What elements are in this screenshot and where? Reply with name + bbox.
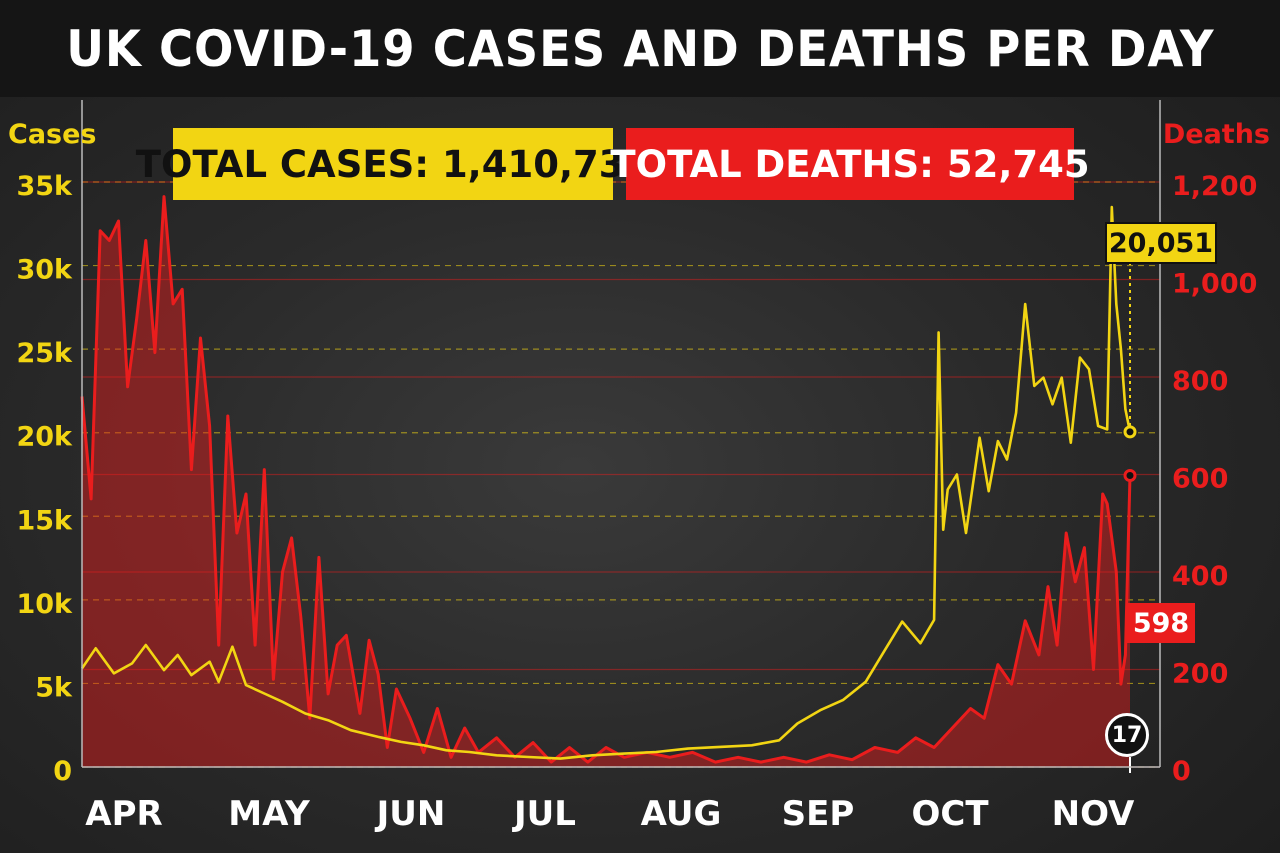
title-bar: UK COVID-19 CASES AND DEATHS PER DAY [0,0,1280,97]
y-right-axis-title: Deaths [1163,119,1270,150]
y-right-tick-label: 200 [1172,659,1228,690]
x-tick-label: NOV [1052,794,1135,834]
total-deaths-badge: TOTAL DEATHS: 52,745 [610,128,1090,200]
chart-title: UK COVID-19 CASES AND DEATHS PER DAY [65,19,1215,78]
y-right-tick-label: 800 [1172,366,1228,397]
x-tick-label: JUN [375,794,446,834]
x-tick-label: AUG [641,794,722,834]
latest-cases-marker [1123,425,1137,439]
deaths-area [82,196,1130,768]
y-left-axis-title: Cases [8,119,97,150]
x-tick-label: MAY [228,794,310,834]
y-right-tick-label: 0 [1172,756,1191,787]
y-left-tick-label: 5k [35,672,73,703]
y-left-tick-label: 25k [16,338,73,369]
footnote-badge: 17 [1105,713,1149,757]
cases-series [80,205,1137,760]
y-right-tick-label: 600 [1172,464,1228,495]
x-tick-label: APR [85,794,162,834]
deaths-series [80,195,1137,768]
y-left-tick-label: 35k [16,171,73,202]
x-tick-label: JUL [512,794,576,834]
y-left-tick-label: 30k [16,255,73,286]
y-left-tick-label: 0 [53,756,72,787]
latest-deaths-marker [1123,468,1137,482]
total-cases-badge: TOTAL CASES: 1,410,732 [136,128,650,200]
y-right-tick-label: 400 [1172,561,1228,592]
x-tick-label: OCT [911,794,989,834]
axes: 0 5k 10k 15k 20k 25k 30k 35k 0 200 400 600 800 1,000 1… [8,100,1270,834]
latest-cases-callout: 20,051 [1105,222,1217,264]
y-right-tick-label: 1,000 [1172,269,1257,300]
x-tick-label: SEP [782,794,855,834]
y-left-tick-label: 10k [16,589,73,620]
y-left-tick-label: 15k [16,505,73,536]
y-left-tick-label: 20k [16,422,73,453]
y-right-tick-label: 1,200 [1172,171,1257,202]
latest-deaths-callout: 598 [1127,603,1195,643]
